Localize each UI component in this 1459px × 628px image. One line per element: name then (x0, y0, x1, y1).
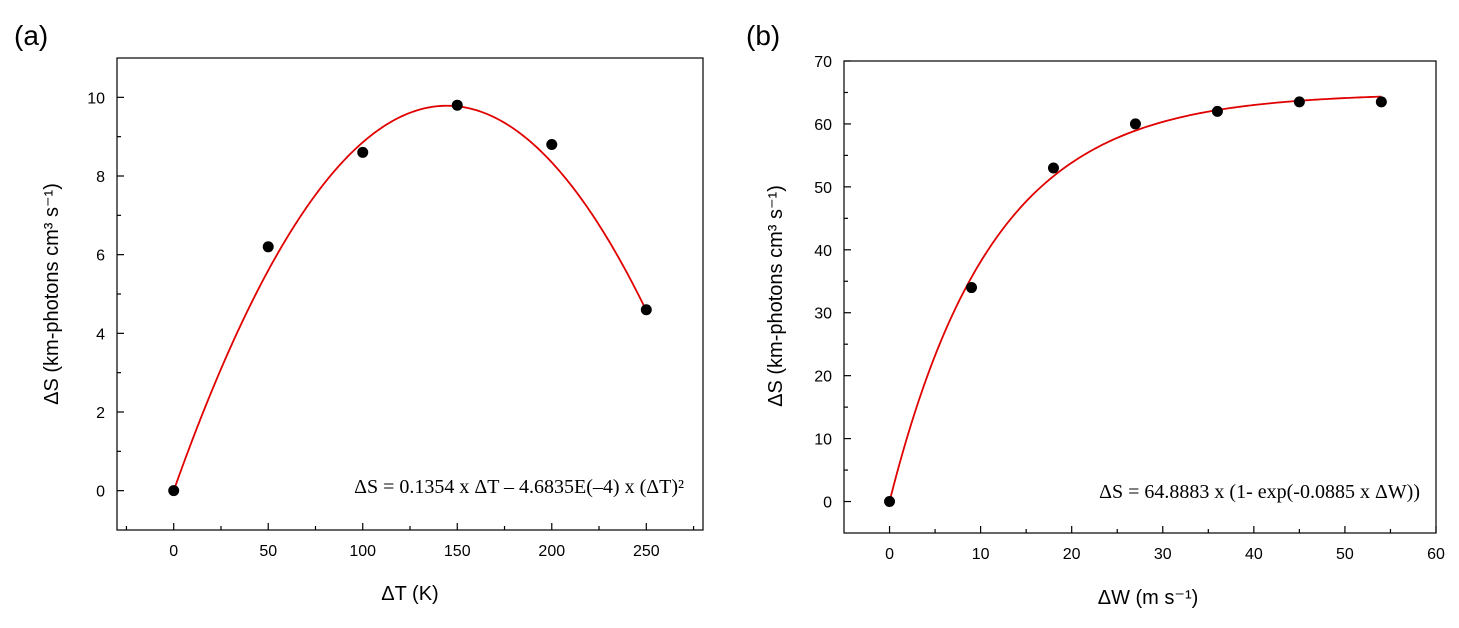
x-tick-label-a-1: 50 (259, 543, 277, 560)
panel-label-a: (a) (14, 20, 48, 51)
y-tick-label-b-7: 70 (814, 54, 832, 71)
plot-frame-b (843, 60, 1437, 534)
x-tick-label-b-5: 50 (1336, 546, 1354, 563)
panel-a: (a) 0 50 100 150 200 250 0 2 4 6 8 10 ΔT (K) ΔS (k… (14, 20, 704, 605)
x-axis-title-b: ΔW (m s⁻¹) (1098, 587, 1199, 609)
y-tick-label-b-1: 10 (814, 432, 832, 449)
x-tick-label-a-4: 200 (538, 543, 565, 560)
x-tick-label-b-4: 40 (1245, 546, 1263, 563)
data-point-a-0 (168, 485, 180, 497)
data-point-a-5 (640, 304, 652, 316)
y-tick-label-b-0: 0 (823, 495, 832, 512)
y-tick-label-b-5: 50 (814, 180, 832, 197)
panel-label-b: (b) (746, 20, 780, 51)
x-tick-label-a-5: 250 (633, 543, 660, 560)
fit-curve-a (172, 104, 648, 491)
fit-curve-b (888, 95, 1382, 502)
fit-equation-b: ΔS = 64.8883 x (1- exp(-0.0885 x ΔW)) (1099, 481, 1420, 503)
y-tick-label-a-4: 8 (96, 169, 105, 186)
y-axis-title-a: ΔS (km-photons cm³ s⁻¹) (41, 183, 63, 405)
x-tick-label-b-0: 0 (885, 546, 894, 563)
data-point-b-3 (1129, 118, 1141, 130)
x-tick-label-b-2: 20 (1063, 546, 1081, 563)
y-tick-label-a-5: 10 (87, 90, 105, 107)
plot-frame-a (116, 57, 704, 531)
x-ticks-a: 0 50 100 150 200 250 (125, 523, 695, 560)
data-point-b-1 (966, 282, 978, 294)
x-axis-title-a: ΔT (K) (381, 583, 438, 605)
y-tick-label-b-2: 20 (814, 369, 832, 386)
data-point-b-0 (884, 496, 896, 508)
y-tick-label-b-4: 40 (814, 243, 832, 260)
data-point-b-5 (1293, 96, 1305, 108)
y-tick-label-a-0: 0 (96, 484, 105, 501)
data-point-b-2 (1047, 162, 1059, 174)
data-point-b-4 (1211, 105, 1223, 117)
x-tick-label-b-1: 10 (972, 546, 990, 563)
y-tick-label-b-3: 30 (814, 306, 832, 323)
x-tick-label-a-3: 150 (444, 543, 471, 560)
x-tick-label-b-6: 60 (1427, 546, 1445, 563)
data-point-a-1 (262, 241, 274, 253)
y-axis-title-b: ΔS (km-photons cm³ s⁻¹) (765, 185, 787, 407)
x-tick-label-b-3: 30 (1154, 546, 1172, 563)
y-tick-label-a-3: 6 (96, 248, 105, 265)
y-tick-label-a-2: 4 (96, 326, 105, 343)
x-ticks-b: 0 10 20 30 40 50 60 (885, 526, 1445, 563)
panel-b: (b) 0 10 20 30 40 50 60 0 10 20 30 40 50 60 70 ΔW (m … (746, 20, 1445, 609)
y-ticks-b: 0 10 20 30 40 50 60 70 (814, 54, 851, 512)
data-point-a-2 (357, 146, 369, 158)
data-point-a-3 (451, 99, 463, 111)
y-tick-label-b-6: 60 (814, 117, 832, 134)
data-point-a-4 (546, 139, 558, 151)
x-tick-label-a-2: 100 (349, 543, 376, 560)
y-ticks-a: 0 2 4 6 8 10 (87, 90, 124, 501)
y-tick-label-a-1: 2 (96, 405, 105, 422)
data-points-a (168, 99, 652, 497)
fit-equation-a: ΔS = 0.1354 x ΔT – 4.6835E(–4) x (ΔT)² (354, 476, 684, 498)
x-tick-label-a-0: 0 (169, 543, 178, 560)
data-points-b (884, 96, 1387, 508)
data-point-b-6 (1375, 96, 1387, 108)
